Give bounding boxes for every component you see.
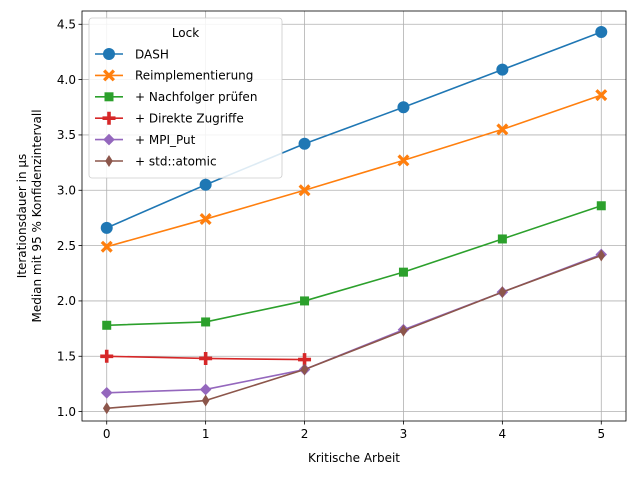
x-tick-label: 3 (400, 427, 408, 441)
data-point (199, 383, 212, 396)
legend-label: + std::atomic (135, 154, 217, 168)
data-point (597, 249, 606, 262)
series-line (106, 254, 602, 410)
data-point (498, 286, 507, 299)
data-point (102, 320, 112, 330)
plot-frame (81, 10, 627, 422)
data-point (298, 137, 311, 150)
data-point (496, 63, 509, 76)
legend-frame (88, 17, 283, 179)
series-line (106, 94, 602, 248)
y-axis-label-line-1: Iterationsdauer in µs (15, 154, 29, 279)
legend-item: DASH (95, 47, 169, 61)
legend-marker (103, 133, 115, 146)
series-layer (100, 26, 608, 415)
data-point (201, 317, 211, 327)
legend-title: Lock (172, 26, 199, 40)
legend-item: + MPI_Put (95, 133, 196, 147)
y-tick-label: 2.5 (57, 239, 76, 253)
y-tick-label: 2.0 (57, 294, 76, 308)
data-point (397, 101, 410, 114)
data-point (298, 353, 312, 367)
data-point (300, 296, 310, 306)
data-point (199, 213, 212, 226)
legend-label: DASH (135, 47, 169, 61)
series-2 (102, 201, 606, 330)
y-axis-label-line-2: Median mit 95 % Konfidenzintervall (30, 109, 44, 322)
legend-marker (102, 111, 116, 125)
data-point (496, 123, 509, 136)
data-point (398, 267, 408, 277)
data-point (199, 351, 213, 365)
data-point (595, 26, 608, 39)
data-point (497, 234, 507, 244)
legend-item: + Nachfolger prüfen (95, 90, 257, 104)
legend-label: Reimplementierung (135, 69, 253, 83)
data-point (201, 394, 210, 407)
series-3 (100, 349, 312, 367)
series-line (106, 31, 602, 229)
data-point (595, 89, 608, 102)
x-tick-label: 4 (499, 427, 507, 441)
data-point (298, 184, 311, 197)
data-point (100, 349, 114, 363)
x-tick-label: 0 (103, 427, 111, 441)
y-tick-label: 1.5 (57, 350, 76, 364)
y-tick-label: 1.0 (57, 405, 76, 419)
data-point (300, 363, 309, 376)
legend-label: + Nachfolger prüfen (135, 90, 257, 104)
x-axis: 0 1 2 3 4 5 (103, 421, 605, 441)
series-line (106, 205, 602, 327)
data-point (100, 240, 113, 253)
x-tick-label: 2 (301, 427, 309, 441)
legend-marker (103, 69, 115, 82)
y-tick-label: 3.0 (57, 184, 76, 198)
legend-label: + MPI_Put (135, 133, 196, 147)
y-axis: 1.0 1.5 2.0 2.5 3.0 3.5 4.0 4.5 (57, 18, 82, 419)
legend-item: + std::atomic (95, 154, 217, 168)
series-line (106, 253, 602, 394)
x-axis-label: Kritische Arbeit (308, 451, 400, 465)
x-tick-label: 5 (597, 427, 605, 441)
legend-item: Reimplementierung (95, 69, 253, 83)
legend-label: + Direkte Zugriffe (135, 112, 244, 126)
y-tick-label: 4.0 (57, 73, 76, 87)
legend-marker (104, 92, 114, 102)
data-point (596, 201, 606, 211)
legend-marker (103, 48, 115, 60)
series-5 (102, 249, 606, 415)
data-point (100, 221, 113, 234)
x-tick-label: 1 (202, 427, 210, 441)
series-0 (100, 26, 608, 234)
data-point (399, 324, 408, 337)
y-tick-label: 3.5 (57, 128, 76, 142)
legend-item: + Direkte Zugriffe (95, 112, 244, 126)
data-point (397, 154, 410, 167)
y-tick-label: 4.5 (57, 18, 76, 32)
legend-marker (105, 155, 113, 167)
series-1 (100, 89, 608, 253)
data-point (102, 402, 111, 415)
data-point (100, 386, 113, 399)
data-point (199, 178, 212, 191)
